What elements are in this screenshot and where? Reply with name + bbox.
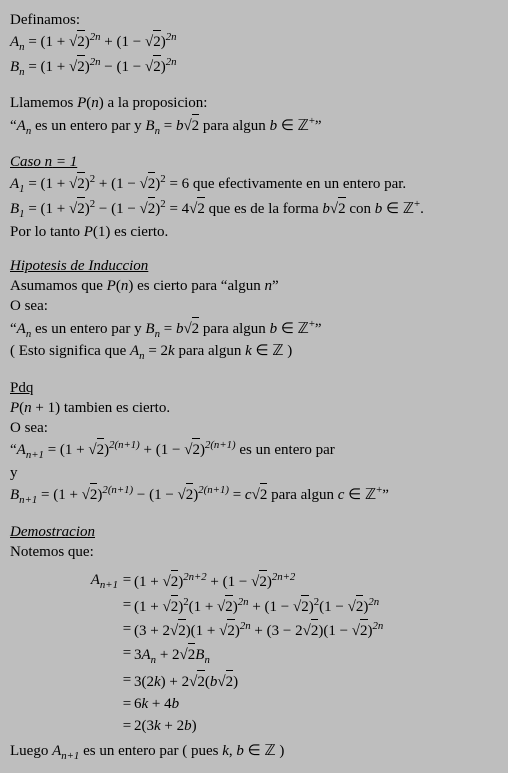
pdq-l1: P(n + 1) tambien es cierto. [10, 398, 498, 418]
hip-l1: Asumamos que P(n) es cierto para “algun … [10, 276, 498, 296]
pdq-l5: Bn+1 = (1 + √2)2(n+1) − (1 − √2)2(n+1) =… [10, 483, 498, 508]
conclusion: Luego An+1 es un entero par ( pues k, b … [10, 741, 498, 764]
hip-title: Hipotesis de Induccion [10, 256, 498, 276]
caso1-l1: A1 = (1 + √2)2 + (1 − √2)2 = 6 que efect… [10, 172, 498, 197]
caso1-l3: Por lo tanto P(1) es cierto. [10, 222, 498, 242]
align-r2: = (1 + √2)2(1 + √2)2n + (1 − √2)2(1 − √2… [70, 595, 498, 617]
def-An: An = (1 + √2)2n + (1 − √2)2n [10, 30, 498, 55]
align-r6: = 6k + 4b [70, 694, 498, 714]
pdq-l3: “An+1 = (1 + √2)2(n+1) + (1 − √2)2(n+1) … [10, 438, 498, 463]
hip-l2: O sea: [10, 296, 498, 316]
hip-l3: “An es un entero par y Bn = b√2 para alg… [10, 317, 498, 342]
align-r1: An+1 = (1 + √2)2n+2 + (1 − √2)2n+2 [70, 570, 498, 593]
align-r5: = 3(2k) + 2√2(b√2) [70, 670, 498, 692]
definamos-heading: Definamos: [10, 10, 498, 30]
align-block: An+1 = (1 + √2)2n+2 + (1 − √2)2n+2 = (1 … [70, 570, 498, 736]
prop-stmt: “An es un entero par y Bn = b√2 para alg… [10, 114, 498, 139]
align-r7: = 2(3k + 2b) [70, 716, 498, 736]
demo-title: Demostracion [10, 522, 498, 542]
hip-l4: ( Esto significa que An = 2k para algun … [10, 341, 498, 364]
pdq-l4: y [10, 463, 498, 483]
caso1-l2: B1 = (1 + √2)2 − (1 − √2)2 = 4√2 que es … [10, 197, 498, 222]
prop-intro: Llamemos P(n) a la proposicion: [10, 93, 498, 113]
align-r4: = 3An + 2√2Bn [70, 643, 498, 668]
def-Bn: Bn = (1 + √2)2n − (1 − √2)2n [10, 55, 498, 80]
pdq-l2: O sea: [10, 418, 498, 438]
caso1-title: Caso n = 1 [10, 152, 498, 172]
demo-l1: Notemos que: [10, 542, 498, 562]
align-r3: = (3 + 2√2)(1 + √2)2n + (3 − 2√2)(1 − √2… [70, 619, 498, 641]
pdq-title: Pdq [10, 378, 498, 398]
